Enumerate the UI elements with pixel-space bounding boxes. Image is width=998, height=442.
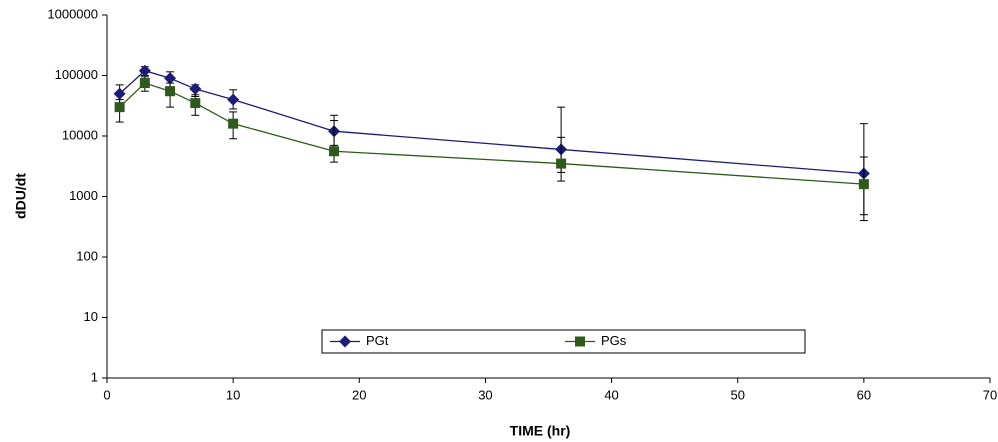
marker [164, 72, 177, 85]
legend-label: PGs [601, 333, 627, 348]
y-tick-label: 1000 [69, 188, 98, 203]
y-tick-label: 1000000 [47, 6, 98, 21]
marker [138, 64, 151, 77]
x-tick-label: 60 [857, 387, 871, 402]
marker [227, 93, 240, 106]
marker [556, 158, 567, 169]
marker [189, 82, 202, 95]
marker [165, 86, 176, 97]
y-tick-label: 1 [91, 369, 98, 384]
legend-box [321, 329, 806, 354]
x-tick-label: 0 [103, 387, 110, 402]
y-tick-label: 10000 [62, 127, 98, 142]
x-tick-label: 70 [983, 387, 997, 402]
marker [339, 335, 351, 348]
marker [858, 179, 869, 190]
y-axis-title: dDU/dt [13, 173, 29, 219]
y-tick-label: 100000 [55, 67, 98, 82]
legend-label: PGt [366, 333, 389, 348]
x-tick-label: 20 [352, 387, 366, 402]
y-tick-label: 10 [84, 309, 98, 324]
x-tick-label: 50 [730, 387, 744, 402]
marker [228, 118, 239, 129]
x-tick-label: 40 [604, 387, 618, 402]
y-tick-label: 100 [76, 248, 98, 263]
marker [113, 87, 126, 100]
marker [329, 146, 340, 157]
x-tick-label: 10 [226, 387, 240, 402]
marker [190, 98, 201, 109]
x-tick-label: 30 [478, 387, 492, 402]
marker [575, 336, 585, 347]
marker [139, 78, 150, 89]
x-axis-title: TIME (hr) [510, 423, 571, 439]
marker [114, 102, 125, 113]
